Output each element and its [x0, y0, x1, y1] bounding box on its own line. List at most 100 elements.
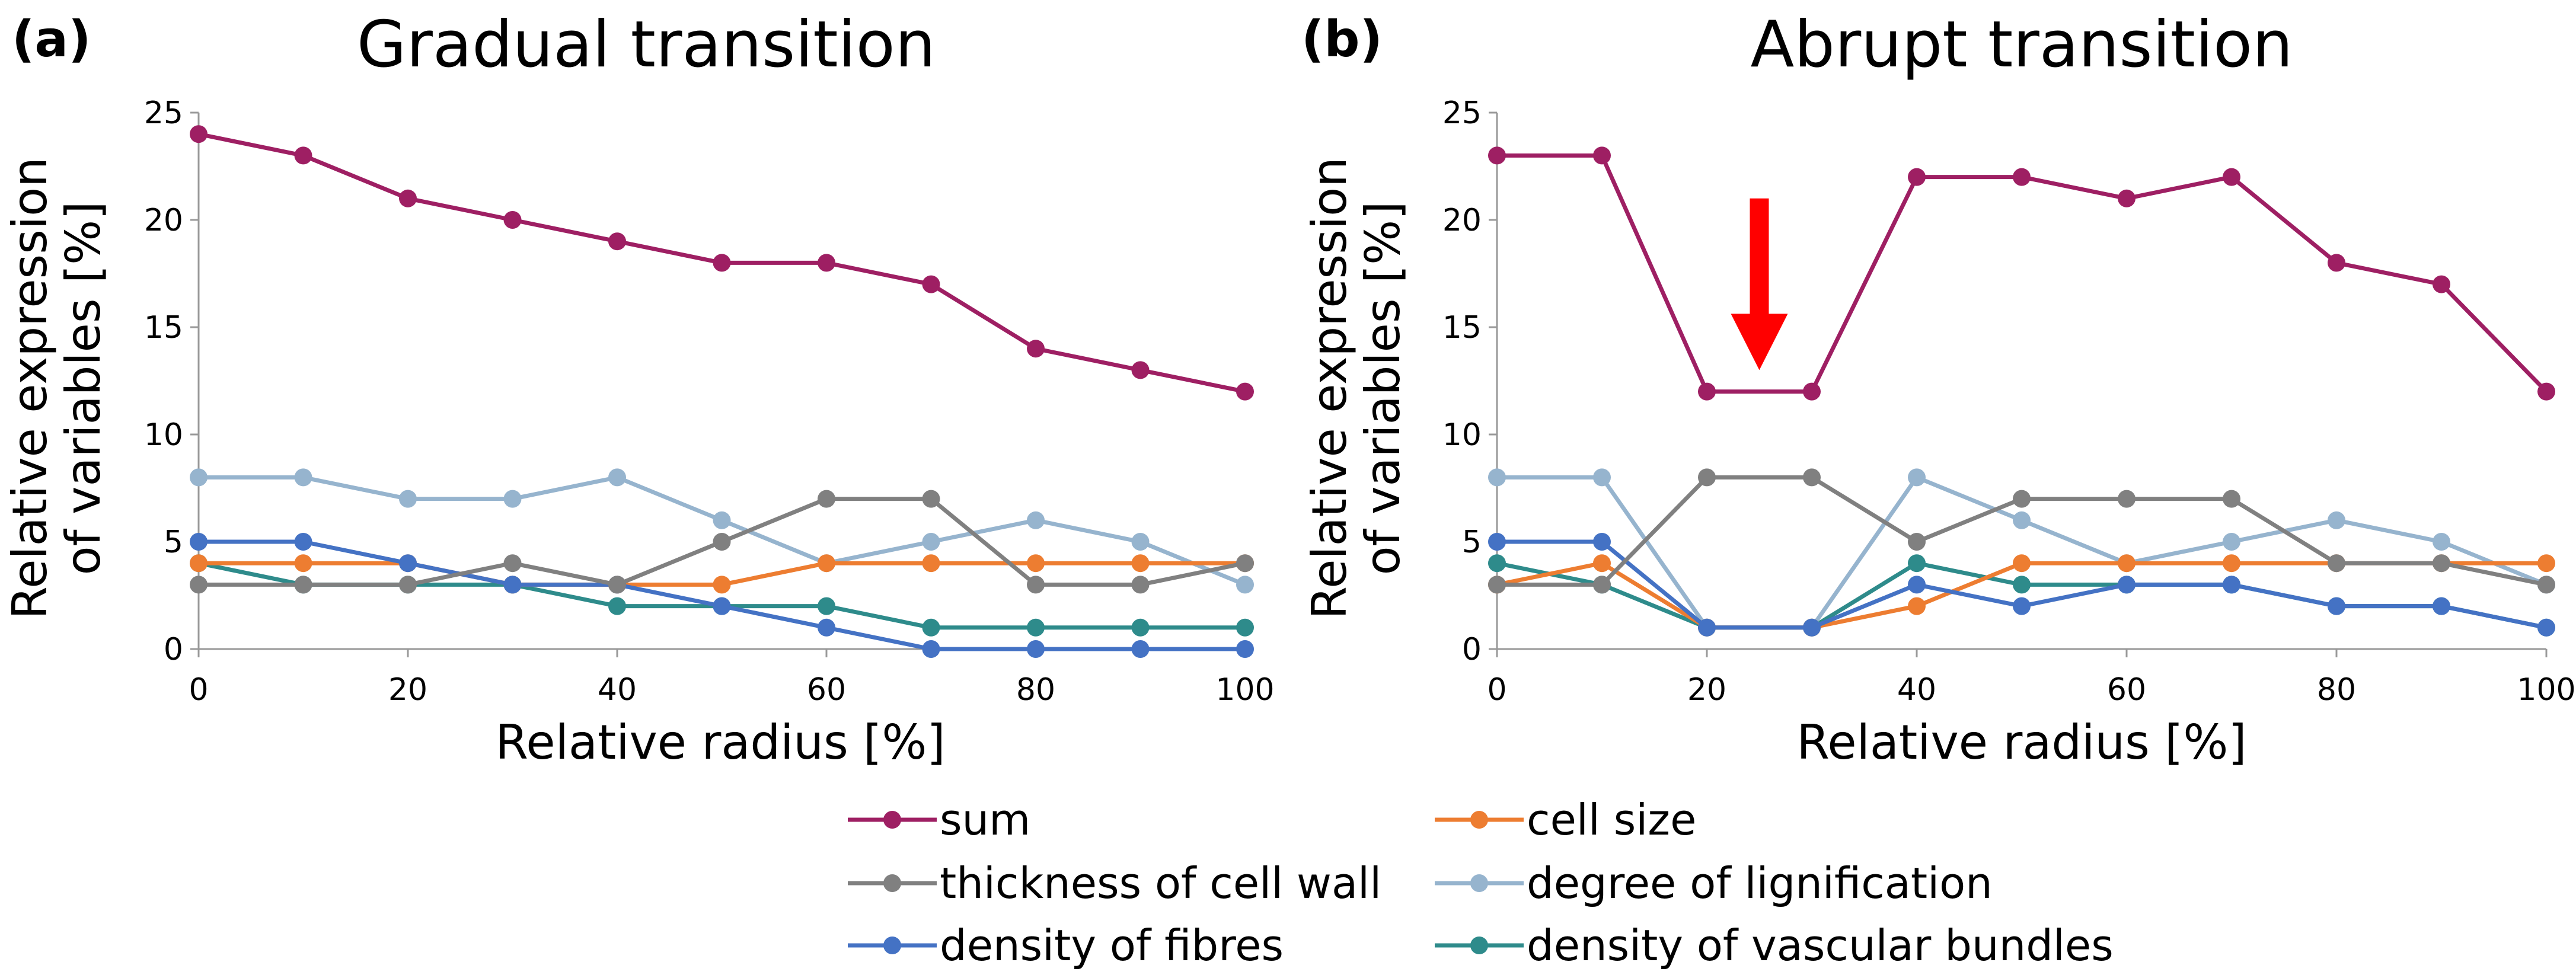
data-point-degree-of-lignification — [2013, 511, 2031, 529]
x-axis-label: Relative radius [%] — [1796, 715, 2246, 770]
series-line-degree-of-lignification — [199, 475, 1246, 587]
series-cell-size — [190, 554, 1254, 594]
data-point-cell-size — [1593, 554, 1611, 573]
data-point-degree-of-lignification — [1236, 576, 1254, 594]
y-tick-label: 20 — [144, 203, 183, 238]
series-density-of-fibres — [1488, 533, 2555, 637]
series-density-of-fibres — [190, 533, 1254, 658]
data-point-density-of-fibres — [1488, 533, 1506, 551]
series-thickness-of-cell-wall — [1488, 468, 2555, 594]
panel-a-chart: (a) Gradual transition Relative expressi… — [2, 8, 1275, 770]
data-point-sum — [1488, 146, 1506, 165]
data-point-density-of-fibres — [2328, 597, 2345, 615]
data-point-thickness-of-cell-wall — [190, 576, 208, 594]
data-point-density-of-vascular-bundles — [922, 618, 940, 637]
legend-item-density-of-fibres: density of fibres — [848, 921, 1284, 970]
x-tick-label: 80 — [1016, 672, 1055, 708]
data-point-cell-size — [2537, 554, 2555, 573]
legend-marker — [1470, 874, 1488, 892]
data-point-thickness-of-cell-wall — [818, 490, 835, 508]
data-point-density-of-fibres — [2013, 597, 2031, 615]
data-point-sum — [2328, 254, 2345, 272]
data-point-thickness-of-cell-wall — [2537, 576, 2555, 594]
series-line-density-of-vascular-bundles — [198, 561, 1245, 630]
legend: sum cell size thickness of cell wall degree… — [848, 795, 2114, 970]
legend-marker — [883, 811, 901, 829]
y-tick-label: 20 — [1442, 203, 1482, 238]
legend-marker — [883, 874, 901, 892]
y-tick-label: 15 — [1442, 310, 1482, 346]
data-point-sum — [1698, 382, 1716, 401]
data-point-density-of-fibres — [399, 554, 417, 573]
legend-marker — [1470, 937, 1488, 954]
data-point-thickness-of-cell-wall — [1593, 576, 1611, 594]
data-point-degree-of-lignification — [2223, 533, 2240, 551]
data-point-density-of-fibres — [1698, 618, 1716, 637]
x-tick-label: 40 — [598, 672, 637, 708]
data-point-density-of-vascular-bundles — [1908, 554, 1926, 573]
data-point-density-of-vascular-bundles — [1236, 618, 1254, 637]
legend-item-thickness-of-cell-wall: thickness of cell wall — [848, 858, 1381, 908]
data-point-degree-of-lignification — [713, 511, 731, 529]
y-tick-label: 5 — [1462, 525, 1482, 560]
y-tick-label: 25 — [1442, 95, 1482, 131]
legend-marker — [1470, 811, 1488, 829]
data-point-thickness-of-cell-wall — [2328, 554, 2345, 573]
data-point-sum — [1131, 361, 1150, 379]
data-point-degree-of-lignification — [1027, 511, 1045, 529]
legend-marker — [883, 937, 901, 954]
data-point-sum — [2223, 168, 2240, 186]
y-tick-label: 10 — [1442, 417, 1482, 453]
data-point-thickness-of-cell-wall — [1027, 576, 1045, 594]
data-point-thickness-of-cell-wall — [922, 490, 940, 508]
chart-title: Abrupt transition — [1750, 8, 2293, 82]
x-tick-label: 60 — [2107, 672, 2146, 708]
series-line-cell-size — [1496, 561, 2546, 630]
red-arrow-annotation — [1731, 198, 1788, 370]
data-point-sum — [713, 254, 731, 272]
data-point-thickness-of-cell-wall — [1131, 576, 1150, 594]
data-point-sum — [1803, 382, 1821, 401]
series-cell-size — [1488, 554, 2555, 637]
series-line-density-of-fibres — [199, 539, 1245, 651]
legend-item-cell-size: cell size — [1435, 795, 1696, 845]
data-point-density-of-fibres — [190, 533, 208, 551]
data-point-sum — [294, 146, 312, 165]
data-point-cell-size — [2118, 554, 2136, 573]
data-point-sum — [1593, 146, 1611, 165]
data-point-degree-of-lignification — [608, 468, 626, 487]
data-point-cell-size — [1131, 554, 1150, 573]
series-sum — [190, 125, 1254, 401]
data-point-cell-size — [818, 554, 835, 573]
data-point-thickness-of-cell-wall — [1236, 554, 1254, 573]
data-point-thickness-of-cell-wall — [713, 533, 731, 551]
data-point-cell-size — [190, 554, 208, 573]
data-point-density-of-fibres — [818, 618, 835, 637]
data-point-cell-size — [2013, 554, 2031, 573]
x-tick-label: 80 — [2317, 672, 2356, 708]
data-point-thickness-of-cell-wall — [294, 576, 312, 594]
x-tick-label: 40 — [1897, 672, 1936, 708]
series-line-sum — [1497, 153, 2548, 394]
x-tick-label: 20 — [1687, 672, 1726, 708]
data-point-density-of-fibres — [922, 640, 940, 658]
legend-label: cell size — [1527, 795, 1696, 845]
series-degree-of-lignification — [190, 468, 1254, 594]
data-point-degree-of-lignification — [1593, 468, 1611, 487]
data-point-degree-of-lignification — [1131, 533, 1150, 551]
y-axis-label-line-1: Relative expression — [1302, 157, 1357, 619]
data-point-thickness-of-cell-wall — [608, 576, 626, 594]
data-point-sum — [399, 189, 417, 207]
data-point-degree-of-lignification — [1488, 468, 1506, 487]
data-point-sum — [818, 254, 835, 272]
data-point-density-of-vascular-bundles — [818, 597, 835, 615]
series-sum — [1488, 146, 2555, 401]
data-point-density-of-fibres — [1593, 533, 1611, 551]
data-point-cell-size — [294, 554, 312, 573]
y-axis-label-line-2: of variables [%] — [1355, 202, 1410, 576]
data-point-cell-size — [1908, 597, 1926, 615]
data-point-sum — [922, 275, 940, 293]
data-point-sum — [608, 232, 626, 251]
data-point-thickness-of-cell-wall — [399, 576, 417, 594]
